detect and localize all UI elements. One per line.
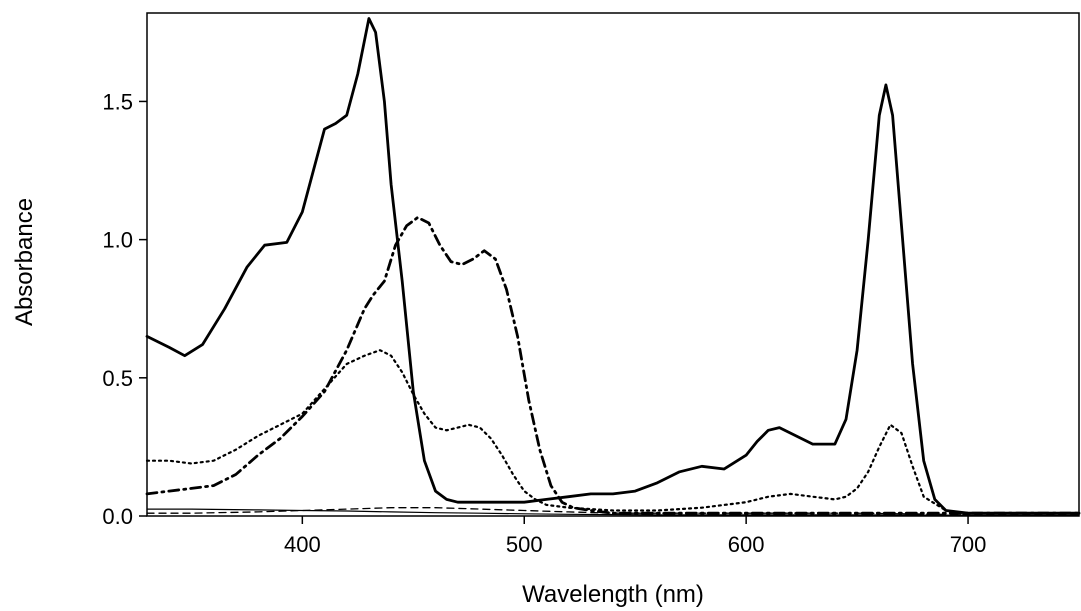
series-layer — [145, 17, 1081, 516]
x-tick-label: 600 — [728, 532, 765, 557]
series-line-thin-solid — [146, 508, 1080, 516]
x-axis: 400 500 600 700 — [284, 516, 986, 557]
series-line-solid — [145, 17, 1081, 515]
y-tick-label: 1.0 — [102, 228, 133, 253]
x-tick-label: 400 — [284, 532, 321, 557]
y-tick-label: 0.5 — [102, 366, 133, 391]
y-tick-label: 0.0 — [102, 504, 133, 529]
y-axis-title: Absorbance — [11, 198, 38, 326]
x-tick-label: 500 — [506, 532, 543, 557]
y-axis: 0.0 0.5 1.0 1.5 — [102, 89, 147, 529]
series-line-dashed — [146, 507, 1080, 516]
series-line-dotted — [145, 349, 1081, 515]
plot-area — [146, 12, 1080, 517]
y-tick-label: 1.5 — [102, 89, 133, 114]
x-axis-title: Wavelength (nm) — [522, 581, 704, 608]
x-tick-label: 700 — [950, 532, 987, 557]
plot-frame — [146, 12, 1080, 517]
series-line-dash-dot — [145, 216, 1081, 515]
